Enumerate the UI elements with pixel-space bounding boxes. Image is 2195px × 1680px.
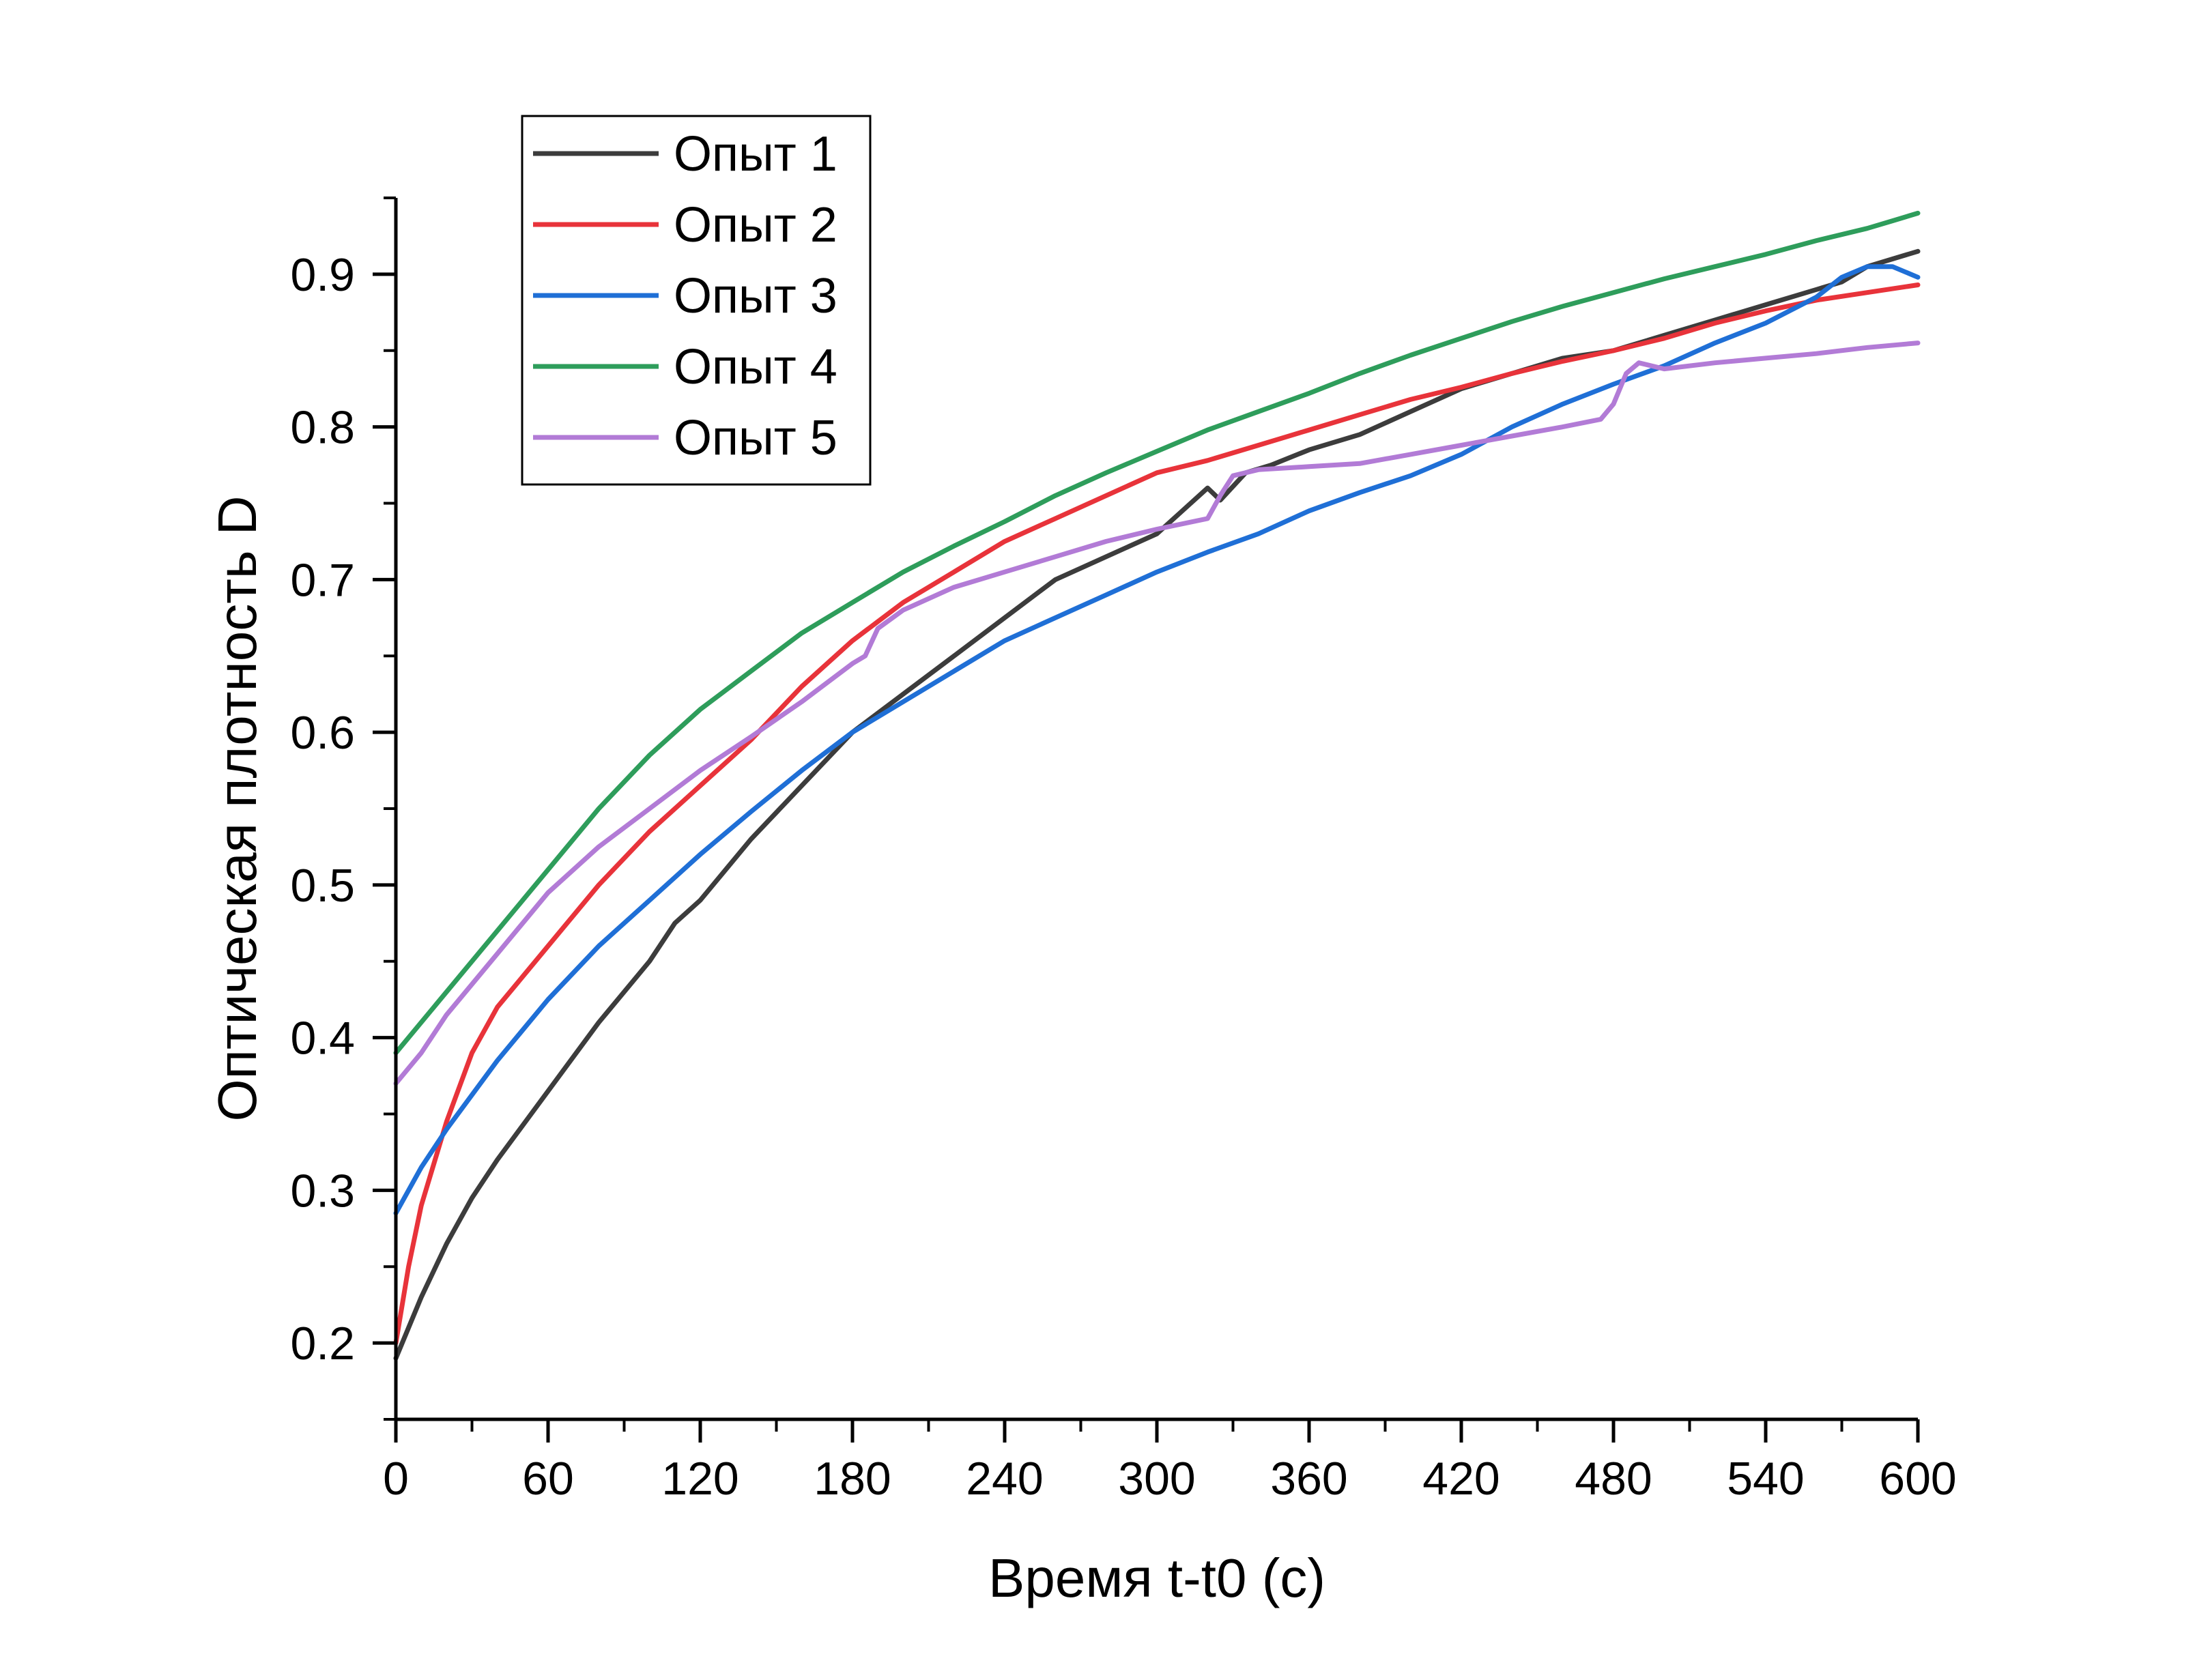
y-tick-label: 0.8: [290, 402, 355, 454]
x-tick-label: 180: [814, 1453, 891, 1505]
legend-label-3: Опыт 3: [674, 269, 837, 323]
series-line-3: [393, 264, 1921, 1216]
x-tick-label: 300: [1118, 1453, 1195, 1505]
series-line-1: [393, 248, 1921, 1361]
x-tick-label: 480: [1575, 1453, 1652, 1505]
series-line-2: [393, 283, 1921, 1346]
x-ticks: 0 60 120 180 240 300 360 420 480 540 600: [383, 1419, 1957, 1505]
y-tick-label: 0.4: [290, 1013, 355, 1065]
x-tick-label: 360: [1270, 1453, 1347, 1505]
x-tick-label: 0: [383, 1453, 409, 1505]
y-ticks: 0.2 0.3 0.4 0.5 0.6 0.7 0.8 0.9: [290, 197, 396, 1421]
series-line-4: [393, 210, 1921, 1056]
y-axis-title: Оптическая плотность D: [207, 495, 268, 1121]
legend-label-4: Опыт 4: [674, 340, 837, 394]
y-tick-label: 0.2: [290, 1318, 355, 1370]
x-tick-label: 600: [1879, 1453, 1956, 1505]
legend: Опыт 1 Опыт 2 Опыт 3 Опыт 4 Опыт 5: [521, 115, 872, 486]
legend-label-2: Опыт 2: [674, 198, 837, 252]
y-tick-label: 0.3: [290, 1165, 355, 1217]
y-tick-label: 0.9: [290, 249, 355, 301]
series-layer: [393, 210, 1921, 1361]
legend-label-1: Опыт 1: [674, 127, 837, 182]
x-tick-label: 240: [966, 1453, 1043, 1505]
legend-box: [521, 115, 872, 486]
x-tick-label: 420: [1422, 1453, 1500, 1505]
y-tick-label: 0.5: [290, 860, 355, 912]
x-tick-label: 60: [522, 1453, 574, 1505]
x-tick-label: 540: [1727, 1453, 1804, 1505]
y-tick-label: 0.7: [290, 554, 355, 606]
legend-label-5: Опыт 5: [674, 411, 837, 465]
x-tick-label: 120: [661, 1453, 738, 1505]
x-axis-title: Время t-t0 (с): [988, 1548, 1325, 1608]
series-line-5: [393, 341, 1921, 1086]
y-tick-label: 0.6: [290, 707, 355, 759]
